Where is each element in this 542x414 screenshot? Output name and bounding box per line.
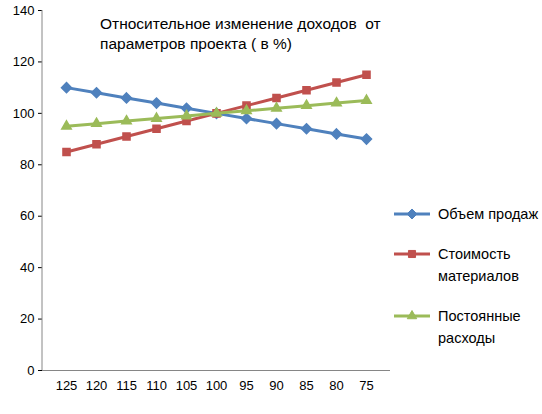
svg-text:0: 0: [27, 363, 34, 378]
svg-text:75: 75: [359, 378, 373, 393]
svg-text:110: 110: [146, 378, 167, 393]
svg-text:60: 60: [20, 208, 34, 223]
svg-text:140: 140: [13, 3, 35, 18]
svg-text:120: 120: [13, 54, 35, 69]
svg-text:120: 120: [86, 378, 108, 393]
html-text:Относительное изменение доходо: Относительное изменение доходов от парам…: [100, 15, 385, 52]
svg-text:40: 40: [20, 260, 34, 275]
svg-text:85: 85: [299, 378, 313, 393]
html-text:Постоянные расходы: Постоянные расходы: [438, 308, 521, 346]
svg-text:90: 90: [269, 378, 283, 393]
svg-text:100: 100: [206, 378, 228, 393]
html-text:Стоимость материалов: Стоимость материалов: [438, 246, 519, 284]
svg-text:20: 20: [20, 311, 34, 326]
svg-text:100: 100: [13, 106, 35, 121]
html-text:Объем продаж: Объем продаж: [438, 206, 539, 222]
svg-text:80: 80: [20, 157, 34, 172]
svg-text:115: 115: [116, 378, 137, 393]
svg-text:105: 105: [176, 378, 198, 393]
svg-text:95: 95: [239, 378, 253, 393]
svg-text:80: 80: [329, 378, 343, 393]
svg-text:125: 125: [56, 378, 78, 393]
